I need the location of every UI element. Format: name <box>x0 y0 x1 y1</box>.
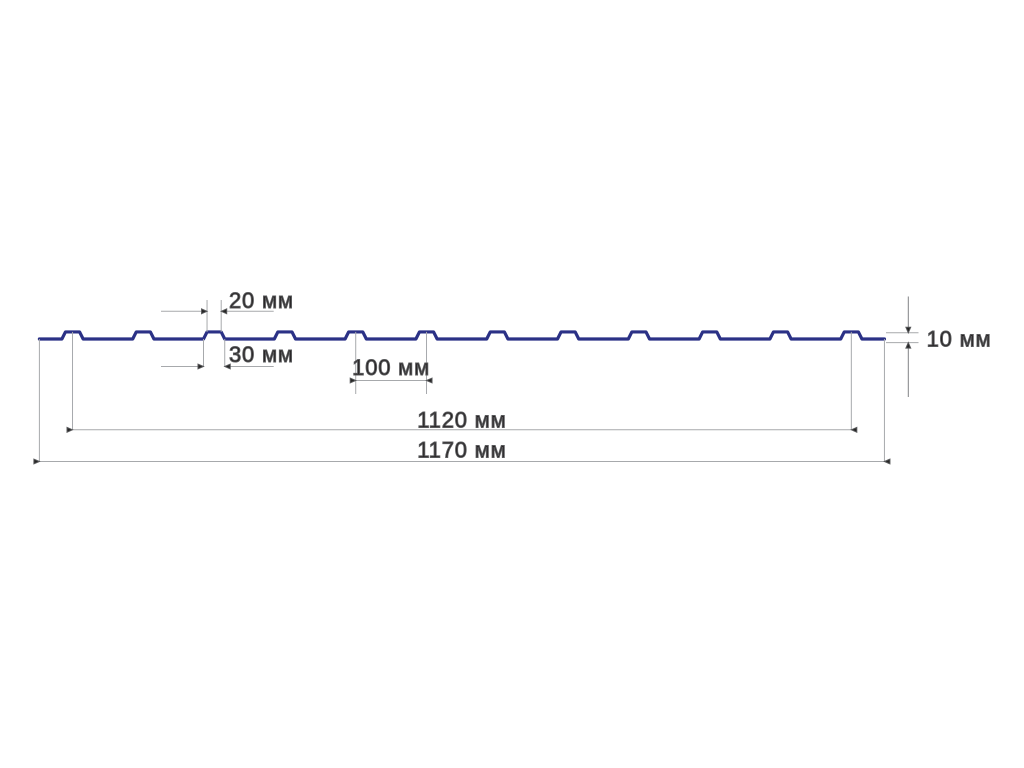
svg-text:1120 мм: 1120 мм <box>417 407 506 432</box>
svg-text:1170 мм: 1170 мм <box>417 437 506 462</box>
svg-text:30 мм: 30 мм <box>229 342 294 367</box>
svg-text:20 мм: 20 мм <box>229 288 294 313</box>
svg-text:100 мм: 100 мм <box>352 355 430 380</box>
svg-text:10 мм: 10 мм <box>927 326 992 351</box>
